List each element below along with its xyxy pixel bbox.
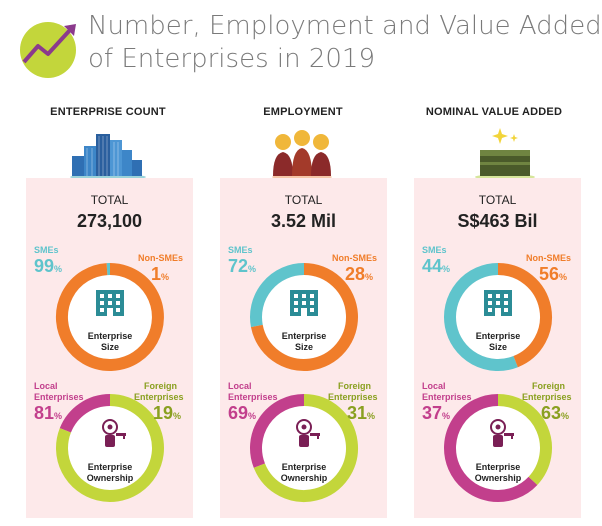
non-sme-label: Non-SMEs bbox=[332, 253, 377, 263]
local-label-2: Enterprises bbox=[228, 392, 278, 402]
heading-value-added: NOMINAL VALUE ADDED bbox=[425, 106, 563, 118]
size-center-label-1: Enterprise bbox=[475, 331, 521, 341]
size-center-label-1: Enterprise bbox=[87, 331, 133, 341]
total-label: TOTAL bbox=[284, 193, 323, 207]
office-building-icon bbox=[290, 290, 318, 316]
enterprise-ownership-donut-primary-arc bbox=[444, 394, 538, 502]
enterprise-size-donut-secondary-arc bbox=[497, 263, 552, 368]
non-sme-percent: 1% bbox=[151, 264, 170, 284]
size-center-label-2: Size bbox=[294, 342, 313, 352]
enterprise-ownership-donut-secondary-arc bbox=[56, 394, 164, 502]
sme-label: SMEs bbox=[34, 245, 59, 255]
enterprise-ownership-donut-primary-arc bbox=[250, 394, 305, 468]
enterprise-size-donut-primary-arc bbox=[444, 263, 518, 371]
ownership-center-label-2: Ownership bbox=[280, 473, 328, 483]
enterprise-ownership-donut-secondary-arc bbox=[253, 394, 358, 502]
key-person-icon bbox=[296, 419, 320, 447]
office-building-icon bbox=[484, 290, 512, 316]
sme-label: SMEs bbox=[422, 245, 447, 255]
office-building-icon bbox=[96, 290, 124, 316]
enterprise-ownership-donut-primary-arc bbox=[59, 394, 111, 433]
sme-label: SMEs bbox=[228, 245, 253, 255]
total-label: TOTAL bbox=[90, 193, 129, 207]
foreign-percent: 31% bbox=[347, 403, 376, 423]
enterprise-size-donut bbox=[55, 263, 164, 371]
heading-employment: EMPLOYMENT bbox=[263, 106, 343, 118]
key-person-icon bbox=[490, 419, 514, 447]
ownership-center-label-2: Ownership bbox=[474, 473, 522, 483]
non-sme-label: Non-SMEs bbox=[526, 253, 571, 263]
sme-percent: 72% bbox=[228, 256, 257, 276]
foreign-label-1: Foreign bbox=[532, 381, 565, 391]
growth-chart-logo-icon bbox=[20, 22, 76, 78]
foreign-percent: 19% bbox=[153, 403, 182, 423]
local-percent: 81% bbox=[34, 403, 63, 423]
foreign-label-1: Foreign bbox=[338, 381, 371, 391]
local-percent: 69% bbox=[228, 403, 257, 423]
non-sme-percent: 56% bbox=[539, 264, 568, 284]
enterprise-size-donut bbox=[250, 263, 358, 371]
foreign-percent: 63% bbox=[541, 403, 570, 423]
local-label-2: Enterprises bbox=[34, 392, 84, 402]
ownership-center-label-1: Enterprise bbox=[475, 462, 521, 472]
enterprise-ownership-donut bbox=[444, 394, 552, 502]
non-sme-percent: 28% bbox=[345, 264, 374, 284]
foreign-label-1: Foreign bbox=[144, 381, 177, 391]
foreign-label-2: Enterprises bbox=[134, 392, 184, 402]
size-center-label-2: Size bbox=[100, 342, 119, 352]
money-stack-icon bbox=[475, 128, 535, 180]
sme-percent: 99% bbox=[34, 256, 63, 276]
ownership-center-label-2: Ownership bbox=[86, 473, 134, 483]
total-value: 273,100 bbox=[76, 211, 143, 231]
foreign-label-2: Enterprises bbox=[522, 392, 572, 402]
total-value: S$463 Bil bbox=[457, 211, 538, 231]
total-label: TOTAL bbox=[478, 193, 517, 207]
size-center-label-2: Size bbox=[488, 342, 507, 352]
enterprise-ownership-donut bbox=[250, 394, 358, 502]
title-line-2: of Enterprises in 2019 bbox=[88, 44, 376, 74]
size-center-label-1: Enterprise bbox=[281, 331, 327, 341]
enterprise-size-donut bbox=[444, 263, 552, 371]
ownership-center-label-1: Enterprise bbox=[87, 462, 133, 472]
enterprise-size-donut-secondary-arc bbox=[55, 263, 164, 371]
skyscrapers-icon bbox=[70, 134, 146, 180]
local-percent: 37% bbox=[422, 403, 451, 423]
local-label-1: Local bbox=[228, 381, 252, 391]
page-title: Number, Employment and Value Added of En… bbox=[88, 10, 602, 76]
enterprise-size-donut-secondary-arc bbox=[250, 263, 358, 371]
title-line-1: Number, Employment and Value Added bbox=[88, 11, 602, 41]
enterprise-size-donut-primary-arc bbox=[250, 263, 305, 328]
local-label-2: Enterprises bbox=[422, 392, 472, 402]
sme-percent: 44% bbox=[422, 256, 451, 276]
non-sme-label: Non-SMEs bbox=[138, 253, 183, 263]
local-label-1: Local bbox=[34, 381, 58, 391]
workers-icon bbox=[272, 130, 332, 180]
key-person-icon bbox=[102, 419, 126, 447]
enterprise-ownership-donut-secondary-arc bbox=[497, 394, 552, 485]
enterprise-ownership-donut bbox=[56, 394, 164, 502]
ownership-center-label-1: Enterprise bbox=[281, 462, 327, 472]
total-value: 3.52 Mil bbox=[270, 211, 337, 231]
foreign-label-2: Enterprises bbox=[328, 392, 378, 402]
heading-enterprise-count: ENTERPRISE COUNT bbox=[50, 106, 166, 118]
local-label-1: Local bbox=[422, 381, 446, 391]
